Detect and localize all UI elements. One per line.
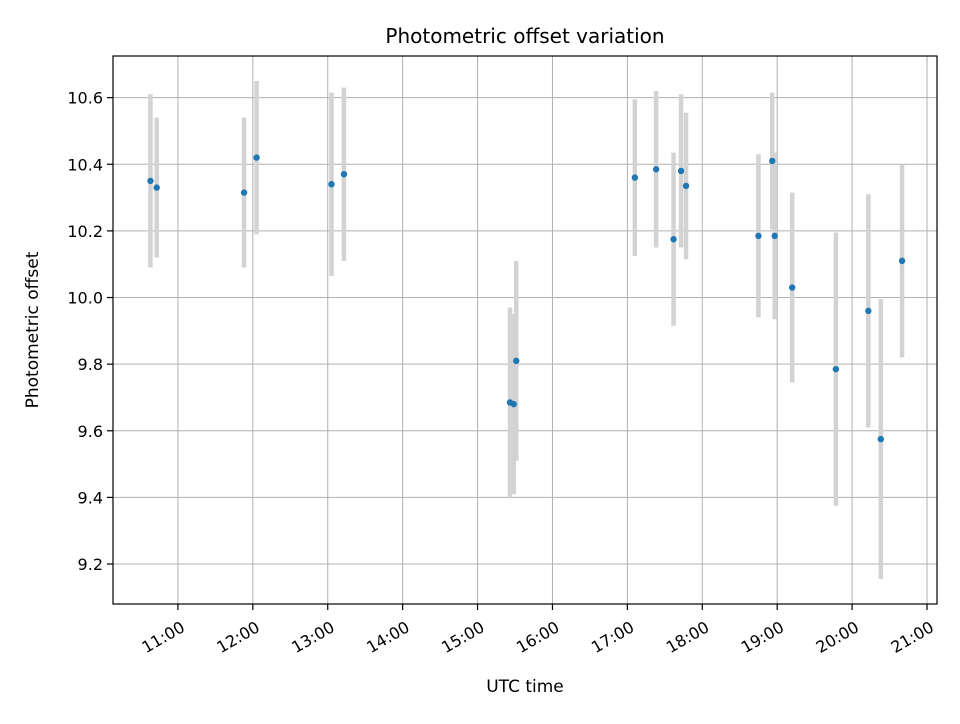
plot-frame <box>112 55 938 605</box>
y-tick-label: 9.4 <box>78 488 103 507</box>
y-tick-label: 9.6 <box>78 422 103 441</box>
x-axis-label: UTC time <box>486 677 564 697</box>
y-tick-label: 10.4 <box>67 155 103 174</box>
data-point <box>240 189 248 196</box>
data-point <box>832 365 840 373</box>
data-point <box>755 232 762 240</box>
data-point <box>652 166 660 173</box>
y-tick-label: 9.8 <box>78 355 103 374</box>
data-point <box>153 184 160 191</box>
y-tick-label: 9.2 <box>78 555 103 574</box>
data-point <box>865 307 872 315</box>
data-point <box>677 167 685 175</box>
data-point <box>340 171 348 178</box>
data-point <box>147 177 154 185</box>
data-point <box>513 357 520 365</box>
data-point <box>253 154 260 161</box>
data-point <box>670 236 677 243</box>
y-axis-label: Photometric offset <box>23 251 43 408</box>
data-point <box>788 284 796 291</box>
data-point <box>631 174 639 181</box>
data-point <box>510 400 517 408</box>
y-axis-ticks: 9.2 9.4 9.6 9.8 10.0 10.2 10.4 10.6 <box>67 89 113 574</box>
data-points <box>147 154 906 443</box>
y-tick-label: 10.6 <box>67 89 103 108</box>
y-tick-label: 10.0 <box>67 289 103 308</box>
y-tick-label: 10.2 <box>67 222 103 241</box>
data-point <box>769 157 776 165</box>
data-point <box>771 232 778 240</box>
data-point <box>682 182 690 190</box>
data-point <box>877 435 885 443</box>
data-point <box>328 181 335 188</box>
data-point <box>898 257 906 265</box>
grid <box>113 56 937 604</box>
chart-title: Photometric offset variation <box>385 24 664 48</box>
